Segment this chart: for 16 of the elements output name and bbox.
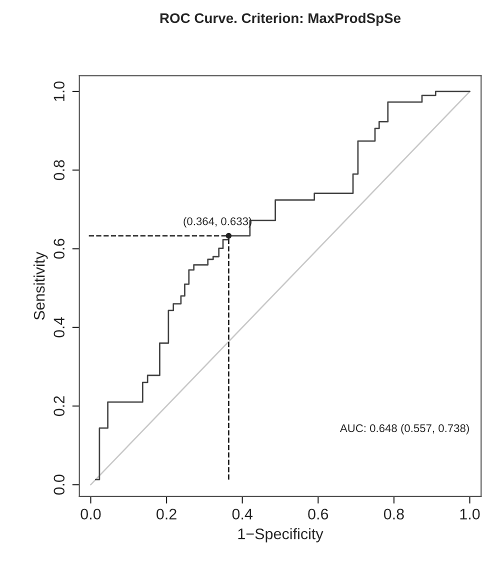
y-axis-title: Sensitivity: [34, 252, 48, 320]
x-tick-label: 0.4: [232, 508, 253, 520]
x-tick-label: 1.0: [460, 508, 480, 520]
chart-title: ROC Curve. Criterion: MaxProdSpSe: [160, 12, 401, 26]
y-tick-label: 0.8: [54, 160, 65, 180]
x-axis-title: 1−Specificity: [238, 528, 324, 542]
y-tick-label: 0.4: [54, 317, 65, 338]
y-tick-label: 1.0: [54, 81, 65, 101]
x-tick-label: 0.6: [308, 508, 328, 520]
y-tick-label: 0.2: [54, 396, 65, 416]
y-tick-label: 0.0: [54, 474, 65, 495]
x-tick-label: 0.2: [156, 508, 176, 520]
x-tick-label: 0.8: [384, 508, 404, 520]
x-tick-label: 0.0: [80, 508, 101, 520]
y-tick-label: 0.6: [54, 238, 65, 259]
annotation: AUC: 0.648 (0.557, 0.738): [340, 424, 469, 434]
